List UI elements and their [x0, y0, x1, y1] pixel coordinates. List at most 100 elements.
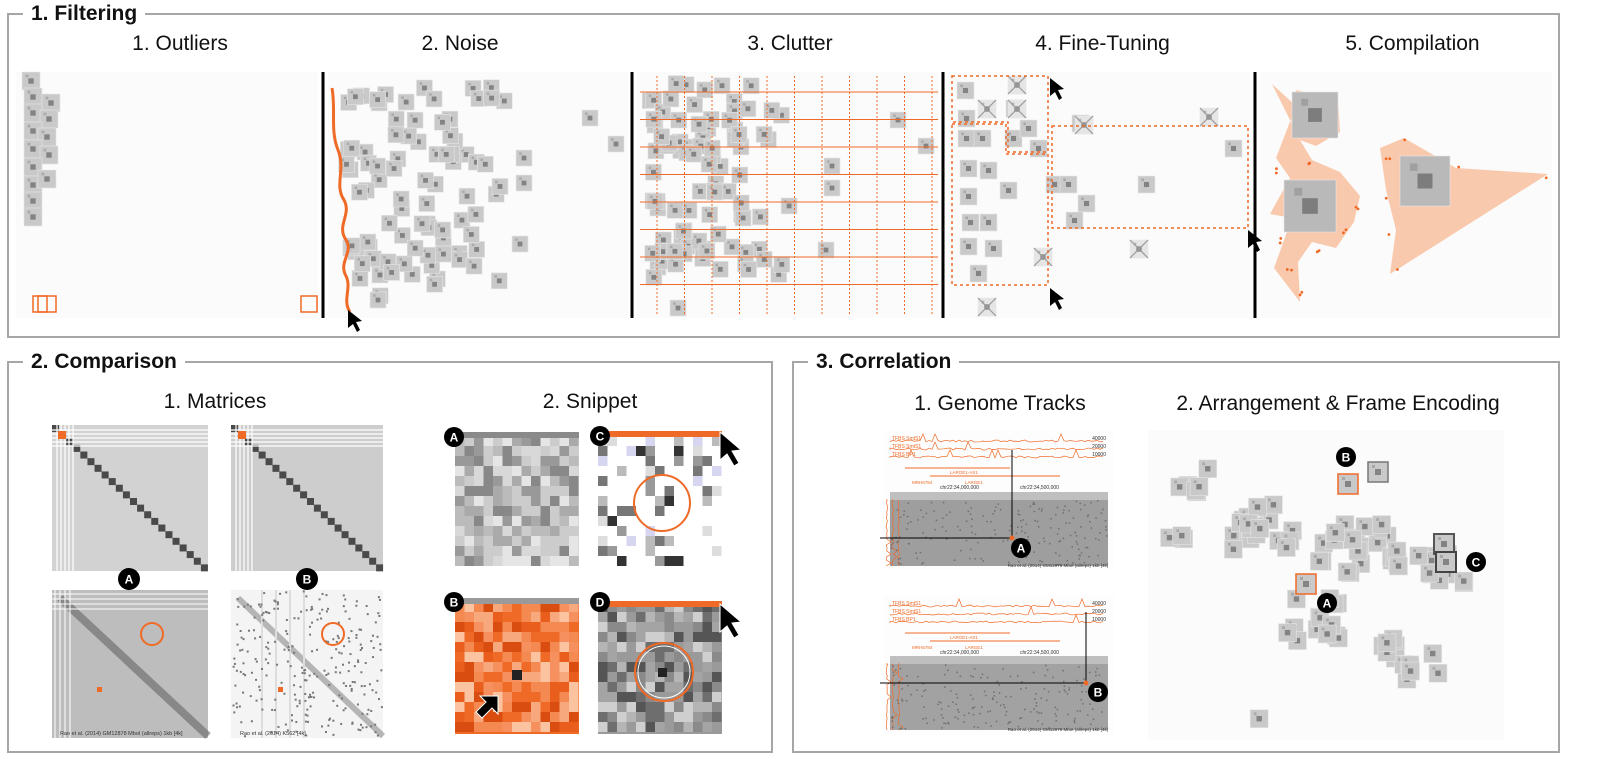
label-badge: A	[1011, 538, 1031, 558]
snippet-thumbnail	[1264, 495, 1283, 515]
snippet-thumbnail	[698, 242, 716, 260]
snippet-thumbnail	[977, 99, 997, 119]
snippet-thumbnail	[1278, 623, 1297, 642]
genome-tracks-title: 1. Genome Tracks	[914, 392, 1086, 415]
snippet-thumbnail	[1423, 644, 1443, 663]
snippet-thumbnail	[23, 207, 43, 227]
coord-label: chr22:34,500,000	[1020, 650, 1059, 656]
track-value: 40000	[1092, 436, 1106, 442]
snippet-thumbnail	[1337, 473, 1359, 495]
snippet-thumbnail	[957, 109, 976, 128]
snippet-thumbnail	[959, 187, 978, 206]
snippet-thumbnail	[396, 255, 413, 273]
step-clutter-title: 3. Clutter	[747, 32, 833, 55]
snippet-thumbnail	[347, 88, 364, 106]
snippet-thumbnail	[413, 215, 431, 232]
correlation-panel: 3. Correlation	[792, 349, 1560, 753]
snippet-thumbnail	[1277, 538, 1296, 557]
snippet-thumbnail	[1454, 571, 1474, 591]
label-badge: B	[444, 592, 464, 612]
snippet-thumbnail	[1377, 633, 1397, 653]
snippet-thumbnail	[1291, 91, 1339, 139]
correlation-title: 3. Correlation	[808, 349, 960, 375]
snippet-thumbnail	[740, 261, 757, 278]
snippet-thumbnail	[1137, 175, 1156, 194]
cursor-icon	[1248, 230, 1262, 252]
snippet-thumbnail	[1007, 99, 1027, 119]
matrix-caption: Rao et al. (2014) GM12878 MboI (allreps)…	[60, 731, 183, 737]
snippet-thumbnail	[646, 193, 664, 210]
snippet-thumbnail	[406, 239, 424, 257]
snippet-thumbnail	[957, 129, 976, 148]
snippet-thumbnail	[685, 145, 703, 163]
snippet-thumbnail	[383, 264, 400, 281]
track-label: TFBS SmtS1	[892, 436, 921, 442]
svg-text:A: A	[1017, 542, 1026, 556]
snippet-thumbnail	[437, 146, 455, 163]
snippet-thumbnail	[823, 157, 841, 175]
snippet-thumbnail	[686, 96, 703, 113]
snippet-thumbnail	[1170, 477, 1189, 497]
snippet-thumbnail	[477, 155, 494, 173]
step-outliers-title: 1. Outliers	[132, 32, 228, 55]
label-badge: A	[118, 568, 140, 590]
snippet-thumbnail	[1326, 523, 1345, 542]
arrangement-title: 2. Arrangement & Frame Encoding	[1176, 392, 1500, 415]
snippet-thumbnail	[961, 213, 980, 232]
snippet-thumbnail	[752, 208, 769, 226]
snippet-thumbnail	[713, 77, 731, 94]
snippet-thumbnail	[607, 135, 625, 153]
snippet-thumbnail	[959, 159, 978, 178]
gene-label: MRH5784	[912, 480, 933, 485]
snippet-thumbnail	[763, 102, 781, 119]
snippet-thumbnail	[977, 297, 997, 317]
snippet-thumbnail	[359, 233, 377, 251]
gene-label: LARGE1	[965, 645, 983, 650]
snippet-thumbnail	[515, 174, 533, 192]
track-value: 20000	[1092, 444, 1106, 450]
svg-text:A: A	[450, 431, 459, 445]
matrices-title: 1. Matrices	[163, 390, 267, 413]
gene-label: LARGE1-AS1	[950, 635, 978, 640]
svg-text:D: D	[596, 596, 605, 610]
snippet-thumbnail	[1198, 459, 1218, 479]
snippet-thumbnail	[1004, 129, 1023, 148]
snippet-thumbnail	[417, 172, 434, 189]
snippet-thumbnail	[581, 109, 599, 127]
snippet-thumbnail	[675, 222, 692, 240]
snippet-thumbnail	[721, 111, 738, 129]
svg-text:A: A	[125, 573, 134, 587]
snippet-thumbnail	[700, 155, 718, 173]
snippet-thumbnail	[39, 145, 59, 165]
snippet-thumbnail	[483, 89, 500, 107]
snippet-thumbnail	[1189, 477, 1209, 497]
filtering-panel: 1. Filtering	[7, 1, 1560, 338]
step-finetuning-title: 4. Fine-Tuning	[1035, 32, 1170, 55]
track-label: TFBS SmtS1	[892, 609, 921, 615]
label-badge: C	[1466, 552, 1486, 572]
snippet-thumbnail	[369, 157, 386, 175]
snippet-thumbnail	[465, 257, 483, 275]
snippet-thumbnail	[515, 149, 533, 167]
snippet-thumbnail	[1389, 556, 1408, 576]
track-value: 10000	[1092, 617, 1106, 623]
snippet-thumbnail	[732, 194, 750, 212]
snippet-thumbnail	[381, 214, 398, 232]
snippet-thumbnail	[723, 238, 741, 256]
svg-text:C: C	[1472, 556, 1481, 570]
snippet-thumbnail	[458, 187, 476, 205]
label-badge: B	[296, 568, 318, 590]
snippet-thumbnail	[1343, 530, 1362, 550]
selection-box-icon	[300, 295, 318, 313]
snippet-thumbnail	[755, 251, 773, 268]
snippet-thumbnail	[691, 183, 709, 200]
snippet-thumbnail	[1367, 461, 1389, 483]
snippet-thumbnail	[666, 242, 684, 260]
svg-text:C: C	[596, 430, 605, 444]
snippet-thumbnail	[690, 115, 708, 133]
snippet-thumbnail	[731, 166, 749, 184]
snippet-thumbnail	[823, 179, 841, 197]
snippet-thumbnail	[1172, 526, 1192, 545]
snippet-thumbnail	[354, 255, 371, 272]
cursor-icon	[1050, 288, 1064, 310]
